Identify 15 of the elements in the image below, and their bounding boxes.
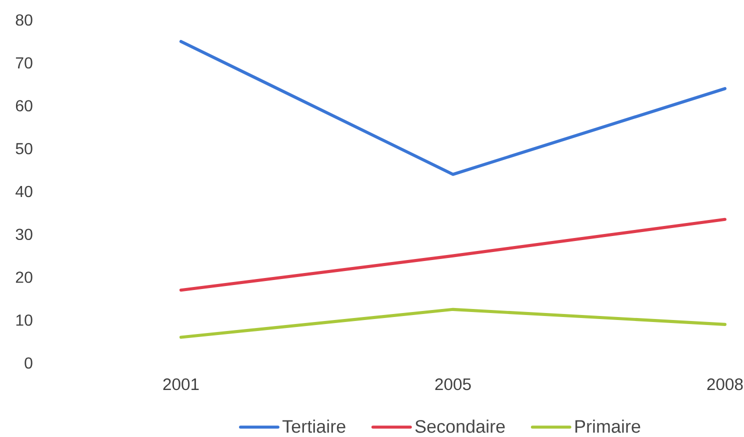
y-tick-label: 50	[16, 142, 32, 154]
x-tick-label: 2008	[707, 378, 743, 390]
y-tick-label: 70	[16, 57, 32, 69]
legend-label: Primaire	[575, 420, 640, 433]
x-tick-label: 2001	[163, 378, 199, 390]
y-tick-label: 40	[16, 186, 32, 198]
x-tick-label: 2005	[435, 378, 471, 390]
y-tick-label: 60	[16, 100, 32, 112]
y-tick-label: 80	[16, 14, 32, 26]
legend-label: Secondaire	[415, 420, 505, 433]
y-tick-label: 10	[16, 314, 32, 326]
y-tick-label: 30	[16, 228, 32, 240]
y-tick-label: 0	[24, 357, 32, 369]
legend-label: Tertiaire	[282, 420, 346, 433]
y-tick-label: 20	[16, 272, 32, 283]
